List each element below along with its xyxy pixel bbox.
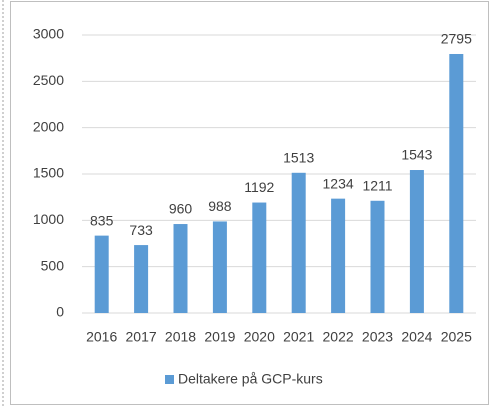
y-tick-label: 2500 bbox=[33, 72, 64, 88]
data-label: 988 bbox=[208, 198, 232, 214]
bar bbox=[449, 53, 464, 313]
bar bbox=[331, 198, 346, 313]
legend-swatch bbox=[165, 375, 174, 384]
bar bbox=[173, 224, 188, 313]
legend-label: Deltakere på GCP-kurs bbox=[178, 371, 323, 387]
x-tick-label: 2022 bbox=[323, 329, 354, 345]
bar bbox=[134, 245, 149, 313]
bar bbox=[291, 172, 306, 313]
x-tick-label: 2017 bbox=[126, 329, 157, 345]
y-tick-label: 2000 bbox=[33, 118, 64, 134]
data-label: 1192 bbox=[244, 179, 274, 195]
x-tick-label: 2019 bbox=[204, 329, 235, 345]
x-tick-label: 2024 bbox=[401, 329, 432, 345]
x-tick-label: 2021 bbox=[283, 329, 314, 345]
y-tick-label: 3000 bbox=[33, 26, 64, 42]
data-label: 960 bbox=[169, 201, 193, 217]
chart-border bbox=[10, 1, 489, 405]
y-tick-label: 1000 bbox=[33, 211, 64, 227]
bar bbox=[370, 200, 385, 313]
data-label: 1234 bbox=[323, 175, 354, 191]
bar bbox=[409, 170, 424, 313]
data-label: 733 bbox=[129, 222, 153, 238]
data-label: 1211 bbox=[362, 177, 392, 193]
x-tick-label: 2025 bbox=[441, 329, 472, 345]
y-tick-label: 0 bbox=[56, 304, 64, 320]
x-tick-label: 2020 bbox=[244, 329, 275, 345]
data-label: 835 bbox=[90, 212, 114, 228]
y-tick-label: 1500 bbox=[33, 165, 64, 181]
x-tick-label: 2023 bbox=[362, 329, 393, 345]
data-label: 1543 bbox=[401, 147, 432, 163]
bar bbox=[252, 202, 267, 313]
bar bbox=[94, 235, 109, 313]
x-tick-label: 2018 bbox=[165, 329, 196, 345]
data-label: 2795 bbox=[441, 31, 472, 47]
x-tick-label: 2016 bbox=[86, 329, 117, 345]
bar bbox=[212, 221, 227, 313]
y-tick-label: 500 bbox=[41, 257, 65, 273]
data-label: 1513 bbox=[283, 149, 314, 165]
